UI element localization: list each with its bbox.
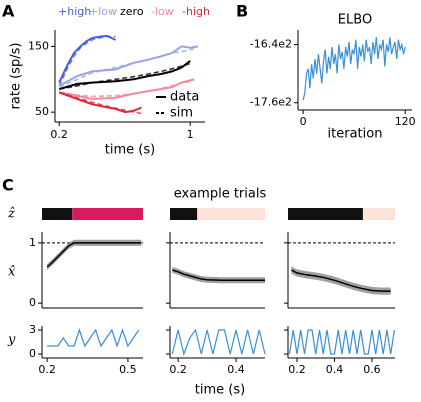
data-line <box>58 91 142 114</box>
x-axis-label: iteration <box>328 127 383 142</box>
row-label: x̂ <box>8 265 16 280</box>
data-line <box>58 34 117 84</box>
x-axis-label: time (s) <box>195 383 245 398</box>
panel-letter: C <box>2 176 14 195</box>
legend-entry: zero <box>120 5 144 18</box>
data-line <box>59 78 195 101</box>
z-state <box>362 208 395 220</box>
data-line <box>58 60 191 91</box>
x-tick-label: 0.2 <box>38 363 56 376</box>
y-line <box>47 328 140 348</box>
y-axis-label: rate (sp/s) <box>9 43 24 110</box>
y-line <box>288 329 395 355</box>
x-tick-label: 0 <box>300 115 307 128</box>
x-tick-label: 0.2 <box>169 363 187 376</box>
x-tick-label: 0.5 <box>119 363 137 376</box>
legend-entry: -high <box>182 5 210 18</box>
sim-line <box>58 46 199 88</box>
legend-entry: -low <box>151 5 174 18</box>
xhat-band <box>172 267 265 284</box>
xhat-line <box>46 242 142 268</box>
y-tick-label: 0 <box>29 296 36 309</box>
panel-letter: A <box>2 2 15 21</box>
x-tick-label: 0.4 <box>227 363 245 376</box>
x-tick-label: 0.2 <box>50 128 68 141</box>
legend-label: sim <box>170 106 193 121</box>
panel-letter: B <box>236 2 248 21</box>
y-line <box>171 328 266 357</box>
elbo-line <box>302 37 406 101</box>
x-axis-label: time (s) <box>105 143 155 158</box>
chart-title: example trials <box>174 187 267 202</box>
row-label: ẑ <box>7 207 15 222</box>
chart-title: ELBO <box>338 13 372 28</box>
y-tick-label: 150 <box>28 39 49 52</box>
x-tick-label: 0.6 <box>363 363 381 376</box>
legend-entry: +low <box>89 5 117 18</box>
legend-entry: +high <box>58 5 91 18</box>
data-line <box>58 45 199 87</box>
z-state <box>72 208 143 220</box>
y-tick-label: 0 <box>29 347 36 360</box>
y-tick-label: -17.6e2 <box>250 96 292 109</box>
x-tick-label: 0.2 <box>288 363 306 376</box>
x-tick-label: 120 <box>395 115 416 128</box>
legend-label: data <box>170 90 199 105</box>
xhat-line <box>291 269 391 292</box>
xhat-band <box>47 239 142 270</box>
row-label: y <box>7 333 16 348</box>
x-tick-label: 0.4 <box>326 363 344 376</box>
y-tick-label: -16.4e2 <box>250 38 292 51</box>
z-state <box>42 208 73 220</box>
z-state <box>170 208 198 220</box>
z-state <box>288 208 363 220</box>
y-tick-label: 50 <box>35 105 49 118</box>
x-tick-label: 1 <box>187 128 194 141</box>
xhat-band <box>291 266 391 295</box>
xhat-line <box>172 269 265 282</box>
y-tick-label: 3 <box>29 323 36 336</box>
y-tick-label: 1 <box>29 236 36 249</box>
z-state <box>197 208 265 220</box>
sim-line <box>58 35 116 87</box>
